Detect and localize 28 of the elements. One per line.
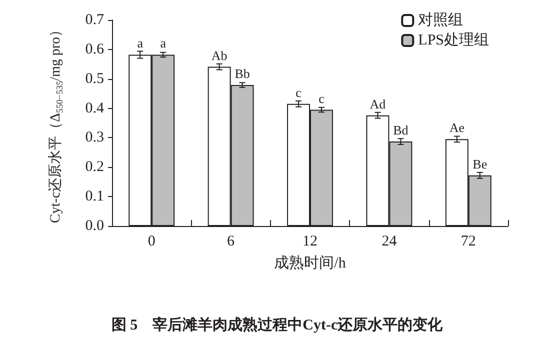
- text: 图 5 宰后滩羊肉成熟过程中Cyt-c还原水平的变化: [111, 316, 444, 334]
- legend-label: 对照组: [418, 12, 464, 28]
- x-tick-label: 6: [227, 234, 236, 250]
- x-tick-label: 0: [148, 234, 156, 250]
- y-tick-label: 0.3: [85, 130, 104, 146]
- x-axis-title: 成熟时间/h: [274, 254, 346, 272]
- data-label: Ae: [449, 120, 465, 136]
- data-label: Bb: [234, 66, 250, 82]
- data-label: Bd: [393, 122, 409, 138]
- data-label: Ad: [370, 96, 386, 112]
- y-tick-label: 0.6: [85, 41, 104, 58]
- y-tick-label: 0.2: [85, 159, 104, 176]
- y-tick-label: 0.7: [85, 12, 104, 28]
- data-label: Be: [472, 156, 488, 172]
- x-tick-label: 12: [302, 234, 318, 250]
- y-axis-title: Cyt-c还原水平（Δ550−535/mg pro）: [48, 22, 64, 224]
- y-tick-label: 0.0: [85, 218, 104, 234]
- x-tick-label: 72: [460, 234, 476, 250]
- y-tick-label: 0.5: [85, 70, 104, 87]
- data-label: c: [318, 90, 325, 106]
- data-label: a: [137, 36, 144, 51]
- x-tick-label: 24: [382, 234, 398, 250]
- legend-label: LPS处理组: [418, 32, 490, 48]
- data-label: a: [160, 36, 166, 51]
- data-label: c: [296, 84, 302, 100]
- y-tick-label: 0.1: [85, 188, 104, 205]
- data-label: Ab: [211, 48, 228, 63]
- y-tick-label: 0.4: [85, 100, 104, 116]
